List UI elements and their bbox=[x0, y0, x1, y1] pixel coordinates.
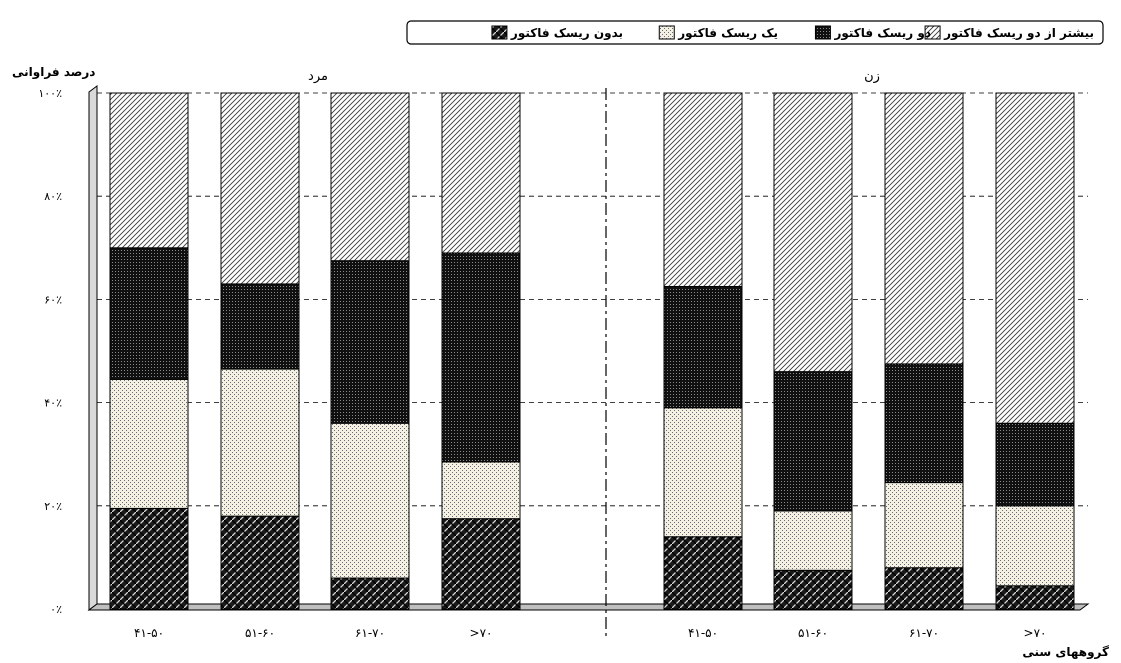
bar-segment bbox=[109, 92, 189, 249]
bar-segment bbox=[220, 515, 300, 610]
y-tick-label: ۸۰٪ bbox=[44, 190, 62, 203]
bar-segment bbox=[663, 92, 743, 287]
bar-segment bbox=[441, 461, 521, 520]
bar-segment bbox=[330, 577, 410, 610]
group-label: مرد bbox=[308, 69, 328, 84]
bar-segment bbox=[109, 247, 189, 380]
bars bbox=[109, 92, 1075, 610]
x-tick-label: ۵۱-۶۰ bbox=[798, 626, 828, 640]
bar-segment bbox=[995, 505, 1075, 587]
bar-segment bbox=[773, 569, 853, 610]
x-axis-title: گروههای سنی bbox=[1022, 645, 1109, 660]
x-tick-label: ۴۱-۵۰ bbox=[688, 626, 718, 640]
legend-swatch bbox=[491, 25, 508, 40]
y-tick-label: ۱۰۰٪ bbox=[38, 87, 62, 100]
bar-segment bbox=[441, 518, 521, 610]
legend-swatch bbox=[924, 25, 941, 40]
bar-segment bbox=[330, 92, 410, 262]
bar-segment bbox=[220, 92, 300, 285]
x-tick-label: ۵۱-۶۰ bbox=[245, 626, 275, 640]
bar-segment bbox=[995, 92, 1075, 424]
legend-swatch bbox=[658, 25, 675, 40]
bar-segment bbox=[884, 567, 964, 610]
x-tick-label: ۶۱-۷۰ bbox=[355, 626, 385, 640]
legend-label: بیشتر از دو ریسک فاکتور bbox=[943, 26, 1094, 41]
legend-label: یک ریسک فاکتور bbox=[677, 26, 778, 41]
group-labels: مرد زن bbox=[308, 69, 880, 84]
bar-segment bbox=[330, 260, 410, 424]
bar-segment bbox=[441, 252, 521, 463]
bar-segment bbox=[220, 368, 300, 517]
x-tick-label: >۷۰ bbox=[1024, 626, 1047, 640]
bar-segment bbox=[773, 510, 853, 571]
bar-segment bbox=[109, 507, 189, 610]
bar-segment bbox=[220, 283, 300, 370]
y-tick-label: ۰٪ bbox=[50, 603, 62, 616]
legend-swatch bbox=[814, 25, 831, 40]
y-tick-label: ۲۰٪ bbox=[44, 500, 62, 513]
bar-segment bbox=[884, 92, 964, 365]
bar-segment bbox=[995, 585, 1075, 610]
x-tick-label: ۶۱-۷۰ bbox=[909, 626, 939, 640]
bar-segment bbox=[663, 286, 743, 409]
y-axis-title: درصد فراوانی bbox=[12, 65, 95, 80]
x-tick-label: ۴۱-۵۰ bbox=[134, 626, 164, 640]
bar-segment bbox=[441, 92, 521, 254]
y-tick-label: ۶۰٪ bbox=[44, 293, 62, 306]
bar-segment bbox=[663, 536, 743, 610]
group-label: زن bbox=[864, 69, 880, 84]
legend: بیشتر از دو ریسک فاکتور دو ریسک فاکتور یک … bbox=[406, 20, 1104, 45]
bar-segment bbox=[773, 92, 853, 373]
legend-label: دو ریسک فاکتور bbox=[833, 26, 931, 41]
bar-segment bbox=[773, 371, 853, 512]
bar-segment bbox=[330, 422, 410, 579]
y-tick-label: ۴۰٪ bbox=[44, 397, 62, 410]
legend-label: بدون ریسک فاکتور bbox=[510, 26, 623, 41]
x-axis-labels: ۴۱-۵۰ ۵۱-۶۰ ۶۱-۷۰ >۷۰ ۴۱-۵۰ ۵۱-۶۰ ۶۱-۷۰ >۷۰ bbox=[134, 626, 1047, 640]
bar-segment bbox=[884, 482, 964, 569]
y-axis-ticks: ۰٪ ۲۰٪ ۴۰٪ ۶۰٪ ۸۰٪ ۱۰۰٪ bbox=[38, 87, 62, 616]
bar-segment bbox=[884, 363, 964, 484]
bar-segment bbox=[663, 407, 743, 538]
bar-segment bbox=[109, 378, 189, 509]
x-tick-label: >۷۰ bbox=[470, 626, 493, 640]
bar-segment bbox=[995, 422, 1075, 507]
